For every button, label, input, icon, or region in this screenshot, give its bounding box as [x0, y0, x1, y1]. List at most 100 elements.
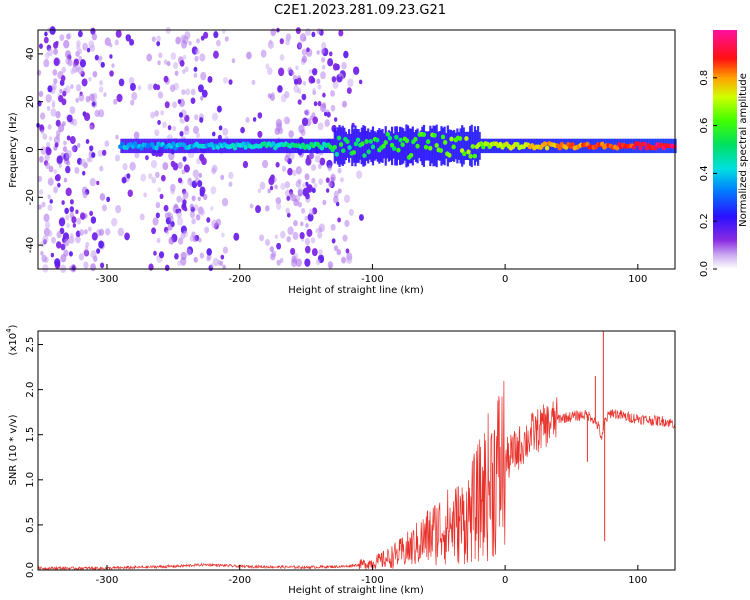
noise-speckle — [301, 207, 306, 214]
noise-speckle — [177, 161, 183, 169]
noise-speckle — [179, 59, 185, 67]
noise-speckle — [231, 58, 236, 64]
band-core — [400, 142, 405, 148]
band-halo — [363, 126, 367, 166]
noise-speckle — [206, 256, 211, 262]
noise-speckle — [42, 263, 49, 273]
snr-xtick-label: -100 — [361, 575, 384, 586]
noise-speckle — [67, 59, 73, 67]
band-core — [653, 145, 658, 151]
noise-speckle — [181, 169, 186, 175]
band-core — [457, 136, 463, 141]
noise-speckle — [167, 125, 172, 131]
noise-speckle — [207, 76, 213, 83]
noise-speckle — [304, 215, 308, 221]
noise-speckle — [218, 125, 223, 131]
noise-speckle — [327, 261, 334, 269]
noise-speckle — [341, 256, 347, 264]
band-core — [636, 141, 641, 147]
noise-speckle — [42, 133, 48, 140]
noise-speckle — [114, 39, 119, 46]
noise-speckle — [308, 151, 315, 160]
band-halo — [375, 132, 378, 160]
noise-speckle — [85, 139, 90, 144]
noise-speckle — [163, 59, 168, 65]
noise-speckle — [327, 165, 332, 172]
noise-speckle — [255, 205, 261, 214]
band-core — [428, 145, 433, 151]
band-halo — [403, 131, 406, 161]
band-core — [364, 139, 369, 144]
noise-speckle — [41, 254, 47, 263]
noise-speckle — [179, 117, 184, 123]
noise-speckle — [228, 171, 234, 180]
noise-speckle — [297, 88, 302, 94]
noise-speckle — [116, 93, 123, 103]
noise-speckle — [47, 229, 53, 237]
noise-speckle — [55, 241, 62, 249]
colorbar-tick-label: 0.2 — [699, 213, 710, 229]
noise-speckle — [150, 159, 158, 169]
noise-speckle — [175, 36, 181, 45]
noise-speckle — [330, 90, 335, 97]
noise-speckle — [64, 207, 69, 215]
snr-ytick-label: 0.5 — [25, 517, 36, 533]
noise-speckle — [91, 101, 96, 107]
noise-speckle — [345, 248, 350, 254]
band-halo — [368, 132, 371, 160]
band-core — [319, 145, 325, 151]
noise-speckle — [332, 80, 339, 89]
noise-speckle — [308, 69, 313, 74]
band-halo — [406, 125, 410, 167]
noise-speckle — [326, 188, 330, 193]
noise-speckle — [88, 40, 95, 49]
noise-speckle — [53, 48, 58, 56]
noise-speckle — [307, 213, 314, 222]
noise-speckle — [302, 80, 307, 86]
band-core — [466, 149, 471, 155]
spectrogram-x-label: Height of straight line (km) — [288, 285, 424, 296]
noise-speckle — [287, 167, 293, 176]
noise-speckle — [69, 206, 75, 213]
band-halo — [484, 138, 488, 154]
noise-speckle — [166, 61, 171, 67]
noise-speckle — [43, 59, 50, 68]
noise-speckle — [191, 218, 196, 225]
noise-speckle — [72, 223, 77, 228]
band-halo — [438, 131, 441, 161]
spectrogram-ytick-label: 20 — [25, 95, 36, 108]
noise-speckle — [193, 204, 199, 211]
snr-multiplier: (x104) — [5, 324, 19, 355]
noise-speckle — [338, 29, 344, 37]
noise-speckle — [163, 75, 169, 83]
noise-speckle — [201, 157, 207, 166]
noise-speckle — [284, 155, 290, 163]
noise-speckle — [44, 154, 50, 162]
noise-speckle — [297, 187, 304, 195]
noise-speckle — [174, 253, 179, 260]
noise-speckle — [193, 66, 198, 72]
noise-speckle — [160, 174, 166, 182]
band-halo — [408, 128, 411, 164]
noise-speckle — [175, 209, 179, 214]
noise-speckle — [51, 103, 56, 108]
noise-speckle — [104, 140, 110, 148]
noise-speckle — [279, 257, 284, 263]
noise-speckle — [193, 256, 198, 263]
noise-speckle — [56, 231, 62, 239]
noise-speckle — [322, 199, 327, 206]
noise-speckle — [310, 77, 316, 84]
noise-speckle — [182, 54, 187, 60]
noise-speckle — [158, 52, 163, 59]
band-core — [614, 145, 620, 151]
noise-speckle — [228, 181, 233, 187]
noise-speckle — [109, 70, 114, 77]
noise-speckle — [271, 92, 275, 97]
noise-speckle — [78, 55, 83, 62]
noise-speckle — [300, 221, 304, 227]
spectrogram-ytick-label: 0 — [25, 146, 36, 152]
noise-speckle — [313, 101, 318, 107]
noise-speckle — [76, 217, 82, 225]
noise-speckle — [61, 66, 67, 74]
noise-speckle — [98, 240, 105, 249]
